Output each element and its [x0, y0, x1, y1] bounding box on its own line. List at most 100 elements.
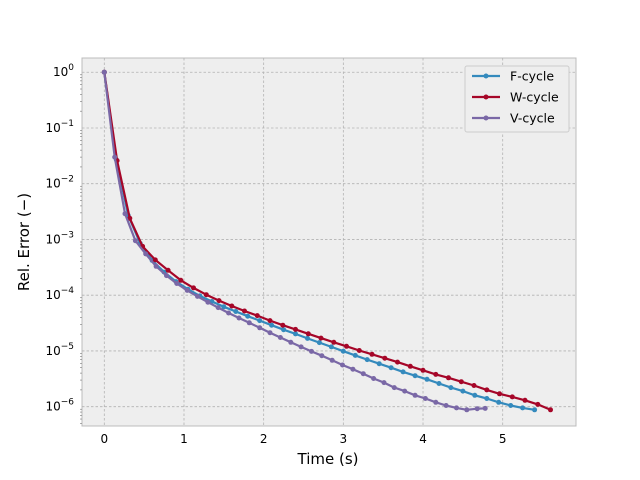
data-point	[305, 331, 311, 337]
series-v-cycle	[101, 69, 488, 413]
data-point	[221, 304, 227, 310]
data-point	[328, 344, 334, 350]
legend-marker	[483, 115, 489, 121]
data-point	[371, 376, 377, 381]
data-point	[471, 383, 477, 388]
data-point	[422, 396, 428, 401]
legend: F-cycle W-cycle V-cycle	[464, 65, 570, 133]
data-point	[460, 388, 466, 394]
data-point	[267, 330, 273, 336]
x-axis-label: Time (s)	[297, 450, 359, 468]
data-point	[381, 380, 387, 386]
data-point	[236, 315, 242, 321]
data-point	[482, 405, 488, 411]
data-point	[331, 339, 337, 345]
data-point	[420, 367, 426, 373]
data-point	[229, 303, 235, 309]
legend-item: F-cycle	[472, 69, 554, 84]
data-point	[446, 375, 451, 381]
x-axis-ticks: 0 1 2 3 4 5	[100, 432, 506, 446]
data-point	[424, 376, 430, 382]
x-tick-label: 4	[419, 432, 427, 446]
data-point	[112, 154, 118, 160]
data-point	[233, 309, 239, 314]
data-point	[132, 238, 138, 244]
data-point	[464, 407, 470, 413]
data-point	[215, 305, 221, 311]
x-tick-label: 2	[260, 432, 268, 446]
data-point	[309, 348, 314, 354]
y-axis-ticks: 100 10−1 10−2 10−3 10−4 10−5 10−6	[45, 63, 82, 424]
data-point	[178, 277, 184, 283]
data-point	[165, 267, 171, 273]
data-point	[246, 320, 252, 326]
data-point	[520, 405, 526, 411]
data-point	[400, 369, 406, 375]
series-group	[101, 69, 553, 413]
data-point	[412, 373, 418, 379]
data-point	[402, 388, 408, 394]
data-point	[382, 355, 388, 361]
data-point	[458, 379, 464, 385]
data-point	[407, 363, 413, 369]
data-point	[388, 365, 394, 371]
data-point	[484, 387, 490, 393]
data-point	[101, 69, 107, 75]
data-point	[433, 399, 439, 405]
legend-label: F-cycle	[510, 69, 554, 84]
data-point	[288, 339, 294, 345]
data-point	[319, 353, 325, 359]
data-point	[153, 263, 159, 269]
legend-item: V-cycle	[472, 111, 555, 126]
x-tick-label: 1	[180, 432, 188, 446]
data-point	[280, 322, 286, 328]
data-point	[174, 281, 180, 286]
x-tick-label: 0	[100, 432, 108, 446]
data-point	[376, 361, 382, 367]
data-point	[257, 325, 263, 331]
data-point	[293, 326, 298, 332]
legend-label: W-cycle	[510, 90, 559, 105]
data-point	[143, 251, 149, 257]
data-point	[340, 348, 346, 354]
data-point	[122, 211, 128, 217]
data-point	[352, 352, 358, 358]
data-point	[436, 381, 442, 386]
data-point	[340, 362, 345, 368]
data-point	[257, 318, 263, 324]
data-point	[391, 385, 397, 391]
data-point	[195, 293, 200, 299]
data-point	[277, 335, 283, 340]
legend-marker	[483, 94, 489, 100]
series-w-cycle	[101, 69, 553, 413]
data-point	[344, 343, 349, 349]
data-point	[474, 406, 480, 412]
data-point	[548, 407, 553, 413]
data-point	[293, 331, 298, 337]
y-tick-label: 10−3	[45, 230, 74, 246]
data-point	[269, 322, 275, 328]
data-point	[496, 399, 502, 405]
data-point	[245, 313, 251, 319]
y-tick-label: 100	[53, 63, 74, 79]
data-point	[360, 371, 366, 377]
legend-box	[464, 65, 570, 133]
data-point	[532, 407, 538, 413]
data-point	[522, 397, 528, 403]
x-tick-label: 5	[499, 432, 507, 446]
y-tick-label: 10−4	[45, 286, 74, 302]
data-point	[203, 292, 209, 298]
y-tick-label: 10−5	[45, 342, 74, 358]
data-point	[191, 285, 196, 291]
data-point	[267, 318, 273, 324]
data-point	[535, 401, 541, 407]
data-point	[226, 310, 232, 316]
data-point	[318, 335, 324, 341]
legend-item: W-cycle	[472, 90, 559, 105]
data-point	[184, 287, 190, 293]
data-point	[281, 327, 287, 333]
data-point	[305, 335, 310, 341]
data-point	[472, 392, 478, 398]
data-point	[448, 385, 454, 391]
